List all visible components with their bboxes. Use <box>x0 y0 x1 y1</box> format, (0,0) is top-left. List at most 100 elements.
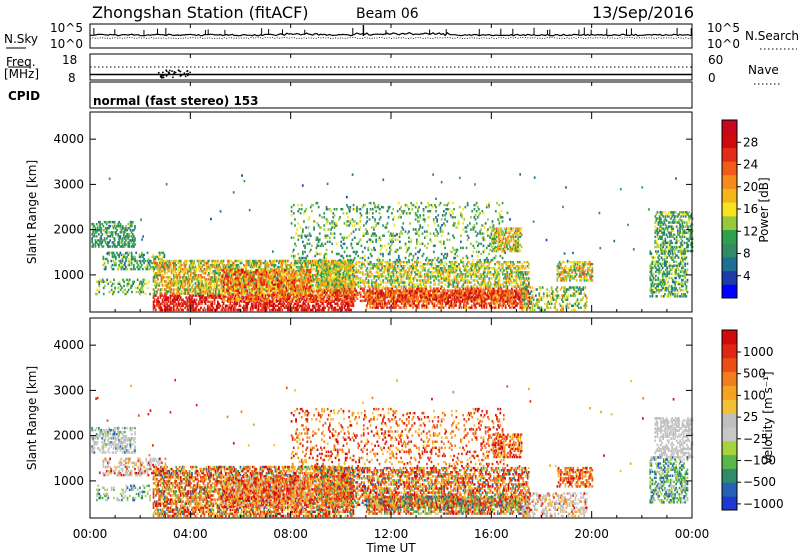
heatmap-cell <box>439 277 442 280</box>
heatmap-cell <box>388 273 390 276</box>
heatmap-cell <box>162 267 165 271</box>
heatmap-cell <box>320 281 323 284</box>
heatmap-cell <box>397 267 399 270</box>
heatmap-cell <box>96 239 99 242</box>
heatmap-cell <box>375 265 378 268</box>
heatmap-cell <box>401 281 404 284</box>
heatmap-cell <box>328 297 330 301</box>
heatmap-cell <box>269 299 271 303</box>
heatmap-cell <box>421 269 424 272</box>
heatmap-cell <box>300 263 303 267</box>
heatmap-cell <box>253 299 255 303</box>
heatmap-cell <box>238 295 241 298</box>
heatmap-cell <box>257 285 260 288</box>
heatmap-cell <box>291 285 294 288</box>
heatmap-cell <box>381 265 383 268</box>
heatmap-cell <box>271 295 273 298</box>
heatmap-cell <box>187 276 190 279</box>
heatmap-cell <box>447 271 450 274</box>
heatmap-cell <box>400 281 403 284</box>
freq-dot <box>184 75 187 78</box>
heatmap-cell <box>185 263 188 267</box>
heatmap-cell <box>275 278 278 281</box>
heatmap-cell <box>323 271 326 274</box>
heatmap-cell <box>229 306 232 310</box>
heatmap-cell <box>166 306 169 310</box>
heatmap-cell <box>250 295 253 298</box>
heatmap-cell <box>186 302 189 306</box>
heatmap-cell <box>126 267 128 271</box>
heatmap-cell <box>336 293 338 296</box>
heatmap-cell <box>208 263 210 267</box>
heatmap-cell <box>436 291 439 294</box>
heatmap-cell <box>336 273 338 276</box>
heatmap-cell <box>235 287 237 290</box>
heatmap-cell <box>121 257 124 261</box>
heatmap-cell <box>197 284 200 287</box>
heatmap-cell <box>157 263 159 267</box>
heatmap-cell <box>330 299 333 303</box>
freq-dot <box>161 71 164 74</box>
heatmap-cell <box>288 308 290 312</box>
heatmap-cell <box>202 284 205 287</box>
heatmap-cell <box>124 255 126 259</box>
freq-ytick-top: 18 <box>62 53 77 67</box>
heatmap-cell <box>142 253 144 257</box>
heatmap-cell <box>263 279 266 282</box>
heatmap-cell <box>227 269 229 272</box>
heatmap-cell <box>417 289 420 292</box>
heatmap-cell <box>245 275 248 278</box>
heatmap-cell <box>141 288 144 292</box>
heatmap-cell <box>254 289 257 292</box>
heatmap-cell <box>308 273 311 276</box>
heatmap-cell <box>190 282 192 285</box>
heatmap-cell <box>446 285 449 288</box>
heatmap-cell <box>337 271 339 274</box>
heatmap-cell <box>344 283 346 286</box>
heatmap-cell <box>349 291 352 294</box>
heatmap-cell <box>167 300 170 303</box>
heatmap-cell <box>358 277 361 280</box>
heatmap-cell <box>339 265 342 268</box>
heatmap-cell <box>287 290 289 293</box>
heatmap-cell <box>195 302 198 306</box>
heatmap-cell <box>205 278 208 281</box>
heatmap-cell <box>255 279 258 282</box>
heatmap-cell <box>227 263 229 267</box>
heatmap-cell <box>355 289 358 292</box>
heatmap-cell <box>130 222 133 226</box>
heatmap-cell <box>419 285 422 288</box>
heatmap-cell <box>259 292 262 295</box>
heatmap-cell <box>315 297 318 301</box>
heatmap-cell <box>218 292 220 295</box>
heatmap-cell <box>327 281 329 284</box>
heatmap-cell <box>437 287 440 290</box>
heatmap-cell <box>298 270 301 273</box>
heatmap-cell <box>366 281 369 284</box>
heatmap-cell <box>248 269 251 272</box>
heatmap-cell <box>344 304 347 308</box>
heatmap-cell <box>191 292 193 295</box>
heatmap-cell <box>215 306 218 310</box>
heatmap-cell <box>365 269 368 272</box>
heatmap-cell <box>392 283 395 286</box>
heatmap-cell <box>164 270 166 273</box>
heatmap-cell <box>328 277 330 280</box>
heatmap-cell <box>266 261 269 265</box>
heatmap-cell <box>240 285 243 288</box>
heatmap-cell <box>416 273 418 276</box>
heatmap-cell <box>288 263 290 267</box>
heatmap-cell <box>272 287 275 290</box>
heatmap-cell <box>108 235 110 238</box>
heatmap-cell <box>331 281 334 284</box>
heatmap-cell <box>421 263 424 266</box>
heatmap-cell <box>267 271 270 274</box>
heatmap-cell <box>306 279 308 282</box>
heatmap-cell <box>234 287 236 290</box>
heatmap-cell <box>159 274 162 277</box>
heatmap-cell <box>170 284 173 287</box>
heatmap-cell <box>241 283 244 286</box>
heatmap-cell <box>415 273 417 276</box>
heatmap-cell <box>234 271 236 274</box>
heatmap-cell <box>188 265 191 269</box>
